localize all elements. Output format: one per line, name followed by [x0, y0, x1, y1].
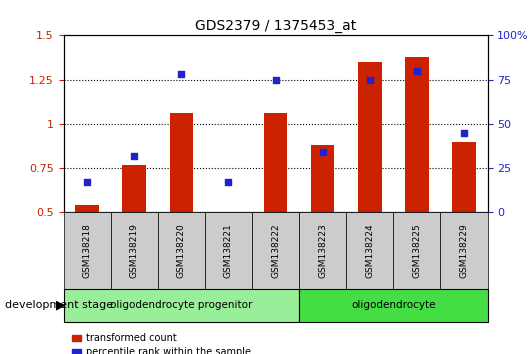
Point	[224, 179, 233, 185]
Bar	[405, 57, 429, 212]
Point	[319, 149, 327, 155]
Point	[83, 179, 91, 185]
Bar	[358, 62, 382, 212]
Point	[271, 77, 280, 82]
Text: GSM138218: GSM138218	[83, 223, 92, 278]
Bar	[311, 145, 334, 212]
Text: development stage: development stage	[5, 300, 113, 310]
Text: GSM138229: GSM138229	[460, 223, 469, 278]
Text: GSM138224: GSM138224	[365, 223, 374, 278]
Point	[413, 68, 421, 74]
Text: transformed count: transformed count	[86, 333, 176, 343]
Point	[460, 130, 469, 136]
Bar	[75, 205, 99, 212]
Bar	[264, 113, 287, 212]
Text: GSM138219: GSM138219	[130, 223, 139, 278]
Point	[366, 77, 374, 82]
Bar	[122, 165, 146, 212]
Text: ▶: ▶	[56, 299, 66, 312]
Bar	[452, 142, 476, 212]
Text: oligodendrocyte: oligodendrocyte	[351, 300, 436, 310]
Title: GDS2379 / 1375453_at: GDS2379 / 1375453_at	[195, 19, 356, 33]
Text: GSM138222: GSM138222	[271, 223, 280, 278]
Point	[177, 72, 186, 77]
Text: percentile rank within the sample: percentile rank within the sample	[86, 347, 251, 354]
Text: GSM138220: GSM138220	[177, 223, 186, 278]
Text: oligodendrocyte progenitor: oligodendrocyte progenitor	[110, 300, 253, 310]
Bar	[170, 113, 193, 212]
Text: GSM138225: GSM138225	[412, 223, 421, 278]
Text: GSM138223: GSM138223	[318, 223, 327, 278]
Text: GSM138221: GSM138221	[224, 223, 233, 278]
Point	[130, 153, 138, 159]
